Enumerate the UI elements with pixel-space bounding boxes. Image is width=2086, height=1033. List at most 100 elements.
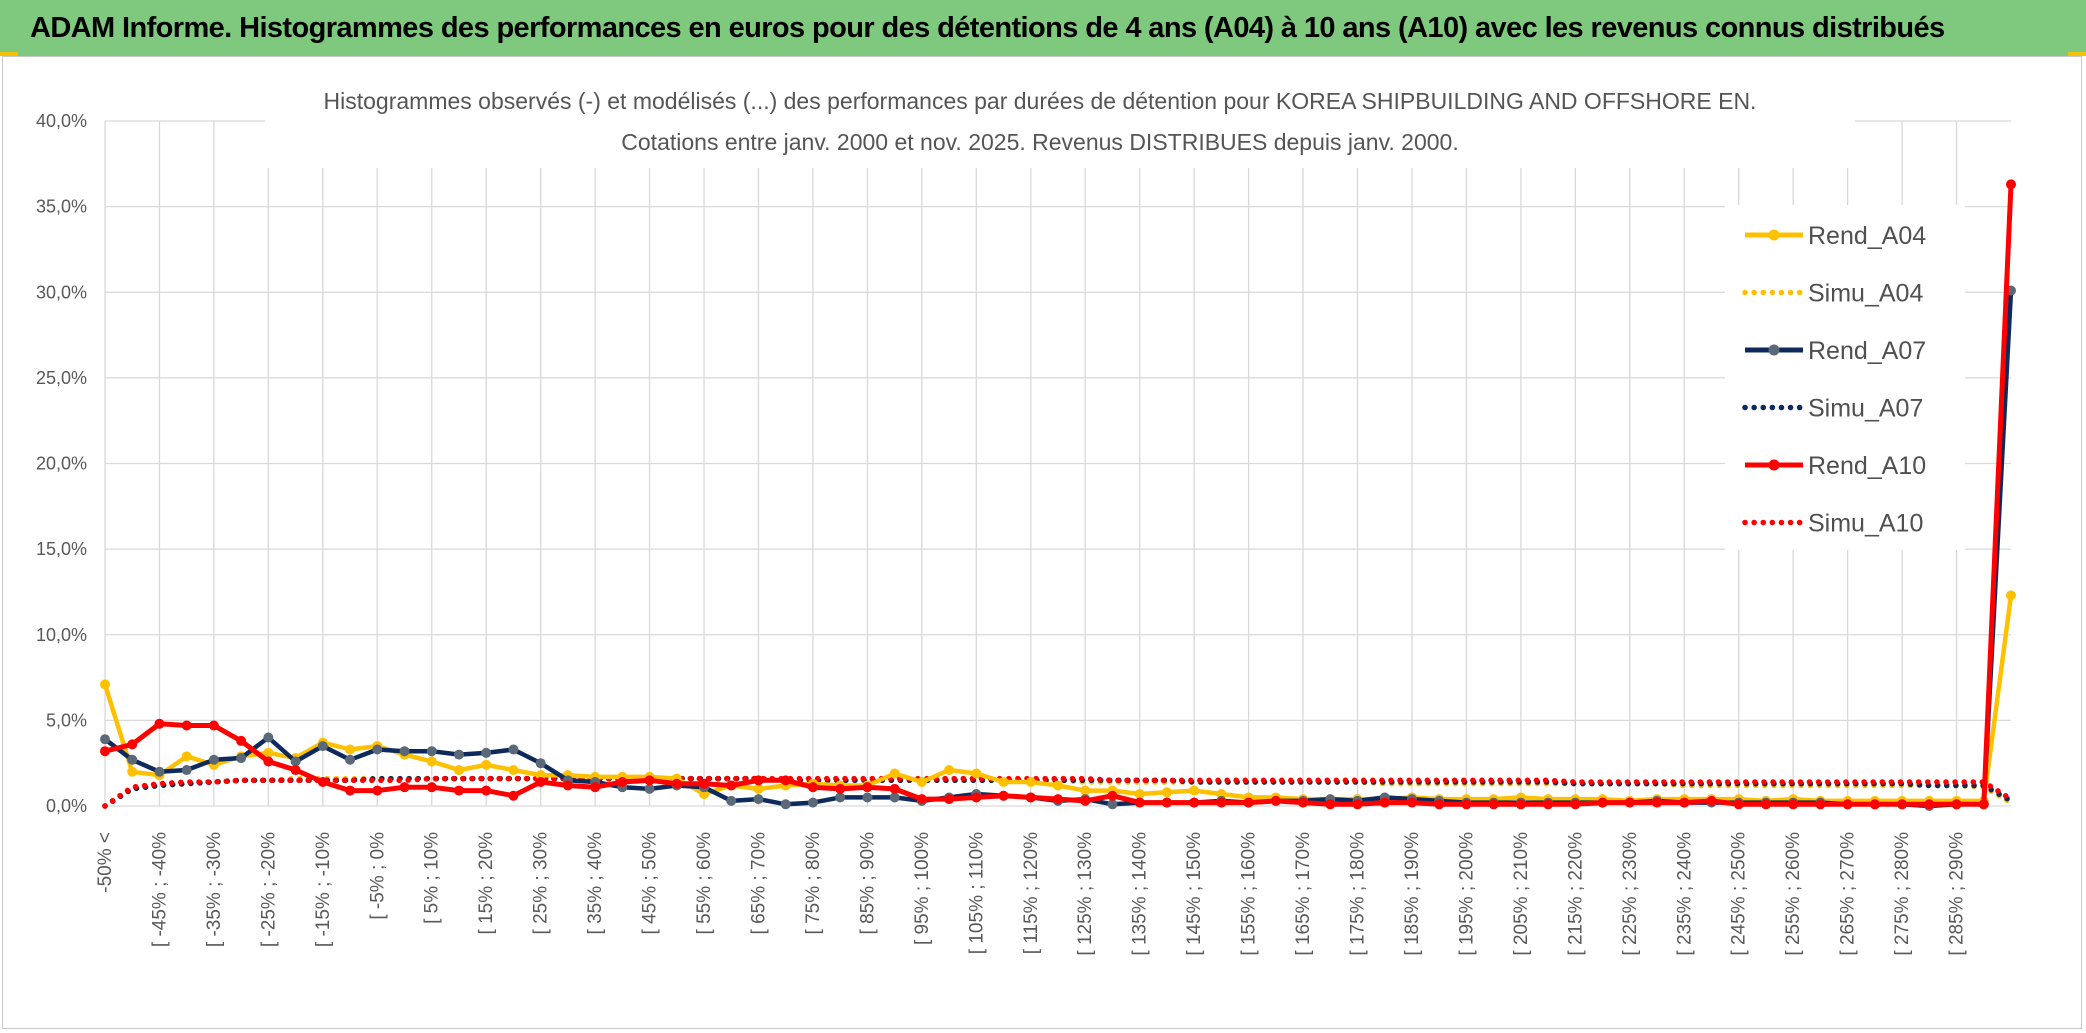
data-point-rend_a10 bbox=[317, 777, 328, 788]
x-tick-label: [ -35% ; -30% bbox=[204, 832, 225, 947]
x-tick-label: [ 115% ; 120% bbox=[1021, 832, 1042, 954]
x-tick-label: [ 285% ; 290% bbox=[1947, 832, 1968, 956]
data-point-rend_a10 bbox=[1461, 799, 1472, 810]
x-tick-label: [ 135% ; 140% bbox=[1130, 832, 1151, 956]
data-point-rend_a10 bbox=[835, 783, 846, 794]
data-point-rend_a10 bbox=[617, 777, 628, 788]
legend-label-simu_a10: Simu_A10 bbox=[1808, 510, 1923, 538]
x-tick-label: [ 45% ; 50% bbox=[640, 832, 661, 935]
data-point-rend_a10 bbox=[1978, 799, 1989, 810]
data-point-rend_a10 bbox=[1053, 794, 1063, 805]
data-point-rend_a10 bbox=[1325, 799, 1336, 810]
data-point-rend_a04 bbox=[426, 756, 437, 767]
data-point-rend_a10 bbox=[753, 775, 764, 786]
data-point-rend_a10 bbox=[971, 792, 982, 803]
data-point-rend_a10 bbox=[399, 782, 410, 793]
data-point-rend_a04 bbox=[1189, 785, 1200, 796]
data-point-rend_a07 bbox=[726, 795, 737, 806]
data-point-rend_a10 bbox=[1025, 792, 1036, 803]
data-point-rend_a10 bbox=[1570, 799, 1581, 810]
data-point-rend_a07 bbox=[263, 732, 274, 743]
x-tick-label: [ 85% ; 90% bbox=[857, 832, 878, 935]
data-point-rend_a07 bbox=[154, 766, 165, 777]
x-tick-label: [ -5% ; 0% bbox=[367, 832, 388, 920]
data-point-rend_a10 bbox=[1080, 795, 1091, 806]
data-point-rend_a10 bbox=[1161, 797, 1172, 808]
x-tick-label: [ 225% ; 230% bbox=[1620, 832, 1641, 956]
data-point-rend_a10 bbox=[1543, 799, 1554, 810]
data-point-rend_a10 bbox=[100, 746, 110, 757]
data-point-rend_a04 bbox=[699, 789, 710, 800]
x-tick-label: [ 15% ; 20% bbox=[476, 832, 497, 935]
data-point-rend_a04 bbox=[1216, 789, 1227, 800]
x-tick-label: [ 185% ; 190% bbox=[1402, 832, 1423, 956]
x-tick-label: [ 215% ; 220% bbox=[1565, 832, 1586, 956]
data-point-rend_a10 bbox=[1488, 799, 1499, 810]
data-point-rend_a07 bbox=[453, 749, 464, 760]
chart-frame bbox=[2, 56, 2082, 1029]
data-point-rend_a07 bbox=[372, 744, 383, 755]
chart-legend: Rend_A04 Simu_A04 Rend_A07 Simu_A07 Rend_A10… bbox=[1725, 205, 1965, 550]
data-point-rend_a04 bbox=[916, 777, 927, 788]
x-tick-label: [ 35% ; 40% bbox=[585, 832, 606, 935]
data-point-rend_a10 bbox=[1924, 799, 1935, 810]
data-point-rend_a10 bbox=[780, 775, 791, 786]
y-tick-label: 20,0% bbox=[36, 454, 87, 474]
x-tick-label: [ 245% ; 250% bbox=[1729, 832, 1750, 956]
data-point-rend_a10 bbox=[1379, 797, 1390, 808]
data-point-rend_a10 bbox=[1406, 797, 1417, 808]
report-title: ADAM Informe. Histogrammes des performan… bbox=[30, 11, 1945, 44]
x-tick-label: [ 165% ; 170% bbox=[1293, 832, 1314, 956]
data-point-rend_a10 bbox=[1706, 795, 1717, 806]
data-point-rend_a10 bbox=[1270, 795, 1281, 806]
data-point-rend_a10 bbox=[236, 735, 247, 746]
data-point-rend_a04 bbox=[1025, 777, 1036, 788]
data-point-rend_a04 bbox=[508, 765, 519, 776]
data-point-rend_a10 bbox=[1760, 799, 1771, 810]
data-point-rend_a10 bbox=[1624, 797, 1635, 808]
x-tick-label: [ 205% ; 210% bbox=[1511, 832, 1532, 956]
chart-subtitle: Cotations entre janv. 2000 et nov. 2025.… bbox=[621, 129, 1458, 155]
data-point-rend_a10 bbox=[1134, 797, 1145, 808]
data-point-rend_a04 bbox=[2006, 590, 2016, 601]
data-point-rend_a10 bbox=[426, 782, 437, 793]
x-tick-label: [ 155% ; 160% bbox=[1239, 832, 1260, 956]
data-point-rend_a10 bbox=[1597, 797, 1608, 808]
y-tick-label: 0,0% bbox=[46, 796, 87, 816]
data-point-rend_a10 bbox=[590, 782, 601, 793]
y-tick-label: 30,0% bbox=[36, 282, 87, 302]
data-point-rend_a10 bbox=[1189, 797, 1200, 808]
data-point-rend_a04 bbox=[1134, 789, 1145, 800]
x-tick-label: [ 25% ; 30% bbox=[531, 832, 552, 935]
chart-title: Histogrammes observés (-) et modélisés (… bbox=[324, 88, 1757, 114]
x-tick-label: [ 195% ; 200% bbox=[1456, 832, 1477, 956]
data-point-rend_a07 bbox=[508, 744, 519, 755]
data-point-rend_a07 bbox=[317, 741, 328, 752]
data-point-rend_a04 bbox=[1161, 787, 1172, 798]
data-point-rend_a10 bbox=[154, 718, 165, 729]
x-tick-label: [ 5% ; 10% bbox=[422, 832, 443, 924]
data-point-rend_a04 bbox=[181, 751, 192, 762]
x-tick-label: [ -25% ; -20% bbox=[258, 832, 279, 947]
series-line-simu_a10 bbox=[102, 775, 2014, 809]
chart-axes: 0,0% 5,0% 10,0% 15,0% 20,0% 25,0% 30,0% 35,0% 40… bbox=[36, 111, 1968, 956]
x-tick-label: [ -45% ; -40% bbox=[149, 832, 170, 947]
data-point-rend_a10 bbox=[1679, 797, 1690, 808]
y-tick-label: 35,0% bbox=[36, 197, 87, 217]
corner-mark-left bbox=[0, 52, 18, 56]
data-point-rend_a10 bbox=[1869, 799, 1880, 810]
data-point-rend_a04 bbox=[100, 679, 110, 690]
data-point-rend_a04 bbox=[998, 777, 1009, 788]
legend-label-simu_a04: Simu_A04 bbox=[1808, 280, 1923, 308]
series-line-rend_a04 bbox=[102, 595, 2014, 804]
data-point-rend_a10 bbox=[862, 782, 873, 793]
chart-grid bbox=[104, 120, 2011, 807]
data-point-rend_a10 bbox=[535, 777, 546, 788]
x-tick-label: [ 65% ; 70% bbox=[748, 832, 769, 935]
legend-marker-rend_a07 bbox=[1768, 344, 1780, 356]
data-point-rend_a10 bbox=[671, 778, 682, 789]
data-point-rend_a07 bbox=[208, 754, 219, 765]
legend-background bbox=[1725, 205, 1965, 550]
x-tick-label: [ 105% ; 110% bbox=[966, 832, 987, 954]
